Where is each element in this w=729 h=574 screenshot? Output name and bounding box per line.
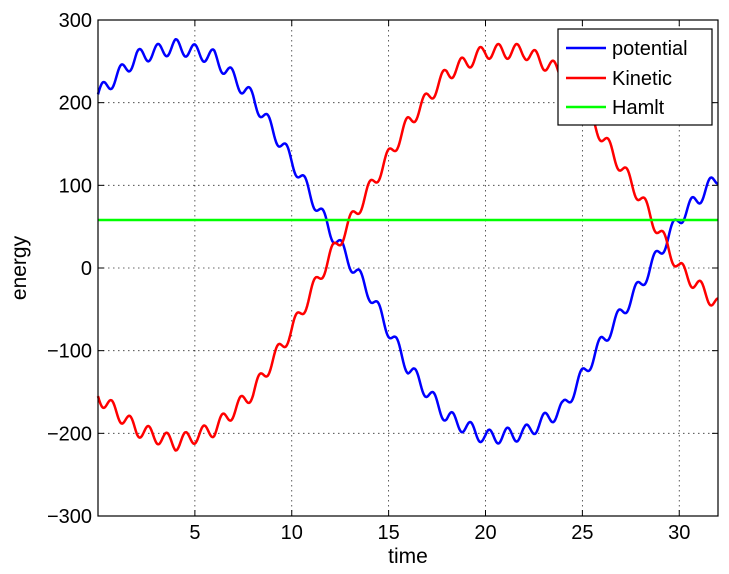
legend-label-kinetic: Kinetic [612, 68, 672, 90]
x-tick-label: 5 [189, 522, 200, 544]
series-line-kinetic [96, 42, 719, 452]
x-tick-label: 20 [474, 522, 496, 544]
y-axis-label: energy [8, 235, 31, 300]
y-tick-label: 200 [59, 93, 92, 115]
series-group [96, 37, 719, 452]
axis-ticks: 5 10 15 20 25 30 −300 −200 −100 0 100 200 300 [47, 10, 718, 544]
x-tick-label: 15 [378, 522, 400, 544]
x-tick-label: 10 [281, 522, 303, 544]
y-tick-label: 300 [59, 10, 92, 32]
x-tick-label: 30 [668, 522, 690, 544]
y-tick-label: −200 [47, 423, 92, 445]
y-tick-label: 0 [81, 258, 92, 280]
x-axis-label: time [388, 545, 428, 568]
y-tick-label: 100 [59, 175, 92, 197]
x-tick-label: 25 [571, 522, 593, 544]
y-tick-label: −100 [47, 341, 92, 363]
legend-label-potential: potential [612, 38, 688, 60]
legend: potential Kinetic Hamlt [557, 28, 713, 126]
legend-label-hamlt: Hamlt [612, 97, 665, 119]
grid-lines [98, 20, 718, 516]
y-tick-label: −300 [47, 506, 92, 528]
series-line-potential [96, 37, 719, 445]
